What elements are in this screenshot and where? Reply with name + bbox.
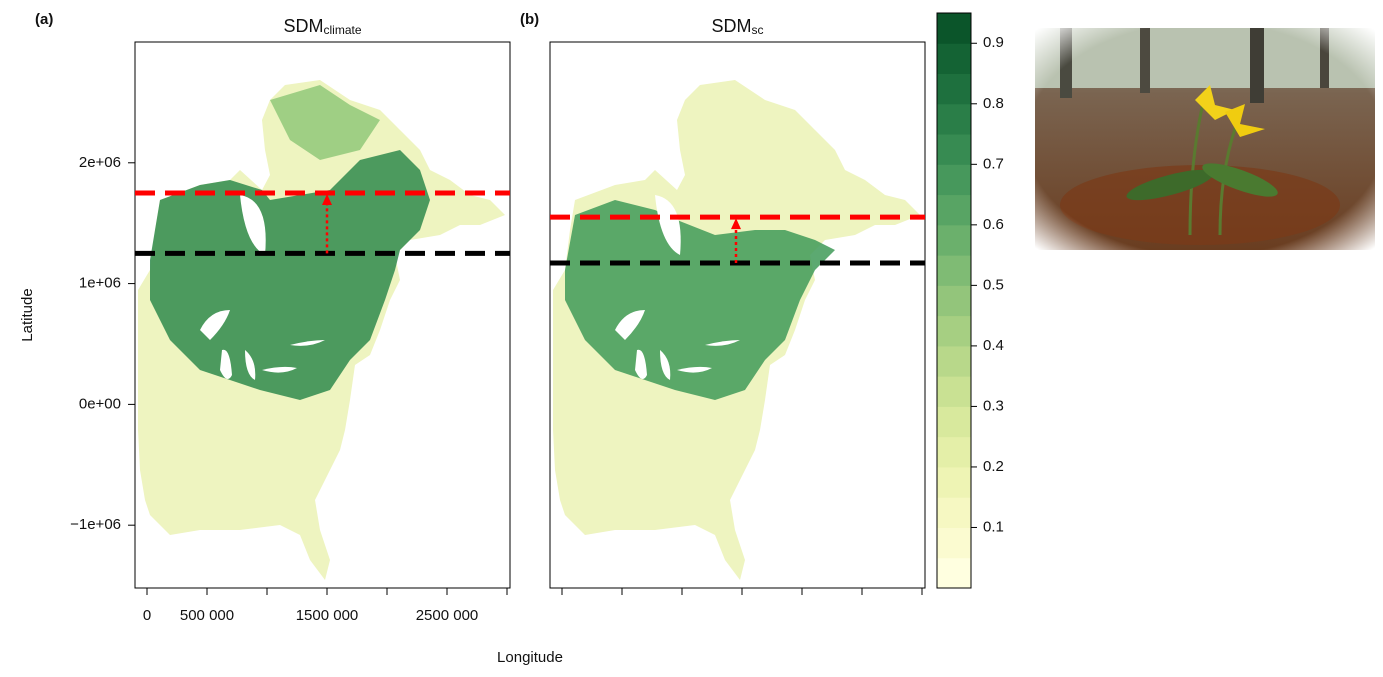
colorbar-band: [937, 164, 971, 196]
title-subscript: sc: [752, 23, 764, 37]
colorbar-band: [937, 194, 971, 226]
panel-label: (a): [35, 11, 53, 28]
colorbar-tick-label: 0.9: [983, 34, 1004, 51]
colorbar-band: [937, 406, 971, 438]
plot-frame: [134, 41, 511, 589]
colorbar-band: [937, 436, 971, 468]
map-b: [553, 80, 920, 580]
panel-title: SDMclimate: [283, 16, 361, 37]
colorbar-tick-label: 0.4: [983, 337, 1004, 354]
colorbar-band: [937, 527, 971, 559]
y-tick-label: 0e+00: [79, 395, 121, 412]
y-tick-label: 2e+06: [79, 154, 121, 171]
colorbar-band: [937, 43, 971, 75]
title-subscript: climate: [323, 23, 361, 37]
colorbar-band: [937, 345, 971, 377]
colorbar-band: [937, 557, 971, 589]
colorbar-tick-label: 0.5: [983, 276, 1004, 293]
colorbar-tick-label: 0.6: [983, 216, 1004, 233]
colorbar-band: [937, 134, 971, 165]
colorbar-tick-label: 0.8: [983, 95, 1004, 112]
arrow-head: [731, 218, 741, 230]
colorbar-tick-label: 0.3: [983, 397, 1004, 414]
colorbar-band: [937, 255, 971, 286]
colorbar-band: [937, 315, 971, 347]
arrow-head: [322, 193, 332, 205]
map-a: [138, 80, 505, 580]
y-tick-label: −1e+06: [70, 516, 121, 533]
x-tick-label: 2500 000: [416, 607, 479, 624]
title-main: SDM: [712, 16, 752, 36]
panel-title: SDMsc: [712, 16, 764, 37]
colorbar-band: [937, 376, 971, 407]
colorbar-band: [937, 13, 971, 44]
colorbar-tick-label: 0.2: [983, 458, 1004, 475]
x-tick-label: 0: [143, 607, 151, 624]
colorbar-tick-label: 0.7: [983, 155, 1004, 172]
colorbar-band: [937, 285, 971, 317]
colorbar-band: [937, 103, 971, 135]
colorbar-band: [937, 73, 971, 105]
x-axis-label: Longitude: [497, 649, 563, 666]
panel-label: (b): [520, 11, 539, 28]
colorbar-band: [937, 497, 971, 528]
x-tick-label: 500 000: [180, 607, 234, 624]
colorbar-tick-label: 0.1: [983, 518, 1004, 535]
colorbar-band: [937, 224, 971, 256]
colorbar-frame: [936, 12, 972, 589]
plot-frame: [549, 41, 926, 589]
y-axis-label: Latitude: [19, 288, 36, 341]
x-tick-label: 1500 000: [296, 607, 359, 624]
photo: [1035, 28, 1375, 250]
colorbar-band: [937, 466, 971, 498]
title-main: SDM: [283, 16, 323, 36]
y-tick-label: 1e+06: [79, 275, 121, 292]
